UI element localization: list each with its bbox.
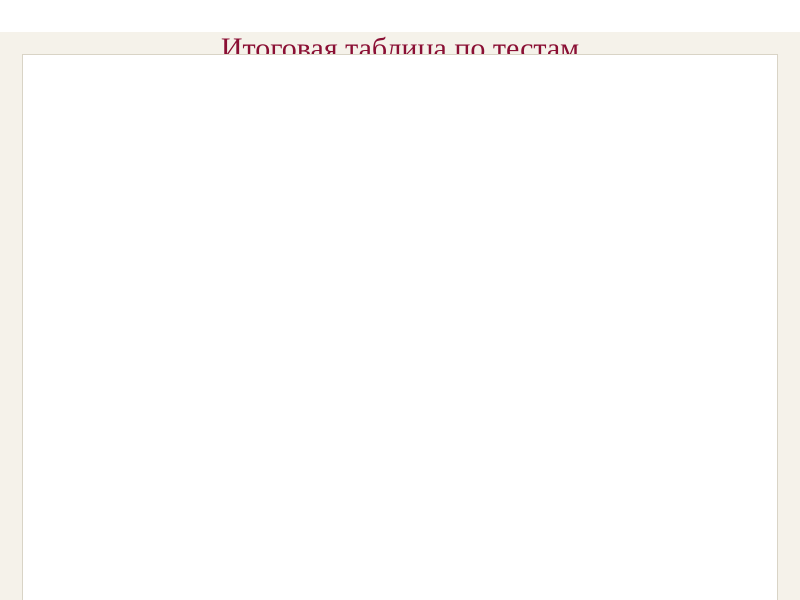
slide: Итоговая таблица по тестам Название тест… [0,32,800,600]
slide-frame [22,54,778,600]
